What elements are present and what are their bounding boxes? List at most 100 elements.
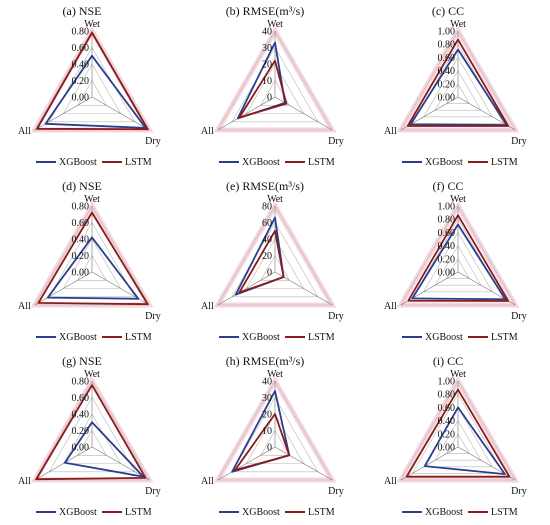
axis-label-wet: Wet bbox=[84, 369, 100, 380]
axis-spoke bbox=[91, 446, 150, 481]
tick-label: 0.40 bbox=[438, 66, 456, 77]
tick-label: 30 bbox=[262, 43, 272, 54]
tick-label: 0.20 bbox=[438, 254, 456, 265]
tick-label: 0.80 bbox=[438, 390, 456, 401]
axis-label-dry: Dry bbox=[328, 486, 344, 497]
legend-xgboost-label: XGBoost bbox=[425, 157, 463, 168]
axis-spoke bbox=[217, 96, 276, 131]
grid-ring bbox=[423, 231, 493, 293]
chart-title: (e) RMSE(m³/s) bbox=[226, 179, 304, 193]
tick-label: 0 bbox=[267, 268, 272, 279]
grid-ring bbox=[34, 380, 150, 481]
legend-lstm-label: LSTM bbox=[125, 157, 152, 168]
grid-ring bbox=[77, 254, 107, 281]
chart-title: (f) CC bbox=[433, 179, 464, 193]
axis-spoke bbox=[274, 271, 333, 306]
tick-label: 0.20 bbox=[438, 429, 456, 440]
radar-panel: (a) NSE 0.00 0.20 0.40 0.60 0.80 Wet Dry All XGBo… bbox=[0, 0, 183, 175]
series-xgboost-line bbox=[423, 406, 506, 475]
axis-label-wet: Wet bbox=[450, 194, 466, 205]
axis-label-wet: Wet bbox=[84, 19, 100, 30]
tick-label: 0.80 bbox=[72, 377, 90, 388]
tick-label: 80 bbox=[262, 202, 272, 213]
grid-ring bbox=[62, 63, 122, 114]
grid-ring bbox=[411, 393, 505, 474]
grid-ring bbox=[245, 413, 305, 464]
axis-label-all: All bbox=[384, 476, 397, 487]
axis-spoke bbox=[91, 271, 150, 306]
axis-label-all: All bbox=[18, 126, 31, 137]
axis-label-dry: Dry bbox=[511, 136, 527, 147]
axis-spoke bbox=[274, 446, 333, 481]
legend-xgboost-label: XGBoost bbox=[242, 332, 280, 343]
tick-label: 0.60 bbox=[438, 228, 456, 239]
tick-label: 20 bbox=[262, 60, 272, 71]
legend-lstm-label: LSTM bbox=[491, 332, 518, 343]
tick-label: 0.00 bbox=[72, 93, 90, 104]
legend-lstm-label: LSTM bbox=[308, 332, 335, 343]
axis-spoke bbox=[217, 271, 276, 306]
tick-label: 0.00 bbox=[438, 93, 456, 104]
tick-label: 0.00 bbox=[438, 443, 456, 454]
series-lstm-line bbox=[37, 211, 149, 306]
grid-ring bbox=[231, 396, 319, 473]
tick-label: 0 bbox=[267, 443, 272, 454]
axis-label-wet: Wet bbox=[84, 194, 100, 205]
chart-title: (d) NSE bbox=[62, 179, 102, 193]
tick-label: 40 bbox=[262, 235, 272, 246]
series-xgboost-line bbox=[411, 223, 507, 301]
grid-ring bbox=[400, 380, 516, 481]
tick-label: 40 bbox=[262, 27, 272, 38]
tick-label: 0.60 bbox=[72, 218, 90, 229]
grid-ring bbox=[400, 30, 516, 131]
series-xgboost-line bbox=[46, 236, 140, 300]
tick-label: 0.20 bbox=[438, 79, 456, 90]
axis-spoke bbox=[217, 446, 276, 481]
legend-lstm-label: LSTM bbox=[308, 157, 335, 168]
chart-title: (h) RMSE(m³/s) bbox=[226, 354, 305, 368]
tick-label: 0.00 bbox=[72, 443, 90, 454]
axis-spoke bbox=[91, 96, 150, 131]
tick-label: 0.20 bbox=[72, 251, 90, 262]
axis-label-wet: Wet bbox=[450, 19, 466, 30]
legend-xgboost-label: XGBoost bbox=[59, 507, 97, 518]
radar-panel: (e) RMSE(m³/s) 0 20 40 60 80 Wet Dry All XGBoost L… bbox=[183, 175, 366, 350]
tick-label: 0.40 bbox=[438, 416, 456, 427]
series-lstm-line bbox=[238, 59, 288, 119]
tick-label: 20 bbox=[262, 410, 272, 421]
tick-label: 0.60 bbox=[72, 43, 90, 54]
legend-xgboost-label: XGBoost bbox=[242, 157, 280, 168]
grid-ring bbox=[434, 70, 482, 111]
tick-label: 1.00 bbox=[438, 377, 456, 388]
axis-label-dry: Dry bbox=[328, 311, 344, 322]
radar-panel: (b) RMSE(m³/s) 0 10 20 30 40 Wet Dry All XGBoost L… bbox=[183, 0, 366, 175]
axis-spoke bbox=[34, 96, 93, 131]
axis-label-wet: Wet bbox=[267, 369, 283, 380]
grid-ring bbox=[245, 238, 305, 289]
series-lstm-line bbox=[234, 413, 291, 471]
axis-label-dry: Dry bbox=[511, 311, 527, 322]
axis-label-dry: Dry bbox=[328, 136, 344, 147]
tick-label: 0.80 bbox=[72, 202, 90, 213]
radar-panel: (i) CC 0.00 0.20 0.40 0.60 0.80 1.00 Wet Dry All X… bbox=[366, 350, 549, 525]
legend-lstm-label: LSTM bbox=[491, 507, 518, 518]
axis-label-dry: Dry bbox=[145, 311, 161, 322]
radar-panel: (h) RMSE(m³/s) 0 10 20 30 40 Wet Dry All XGBoost L… bbox=[183, 350, 366, 525]
grid-ring bbox=[400, 205, 516, 306]
series-xgboost-line bbox=[44, 54, 147, 129]
series-lstm-line bbox=[35, 384, 147, 481]
legend-xgboost-label: XGBoost bbox=[242, 507, 280, 518]
grid-ring bbox=[77, 79, 107, 106]
grid-ring bbox=[217, 30, 333, 131]
radar-panel: (f) CC 0.00 0.20 0.40 0.60 0.80 1.00 Wet Dry All X… bbox=[366, 175, 549, 350]
legend-lstm-label: LSTM bbox=[308, 507, 335, 518]
series-lstm-line bbox=[407, 214, 510, 302]
tick-label: 40 bbox=[262, 377, 272, 388]
grid-ring bbox=[260, 429, 290, 456]
